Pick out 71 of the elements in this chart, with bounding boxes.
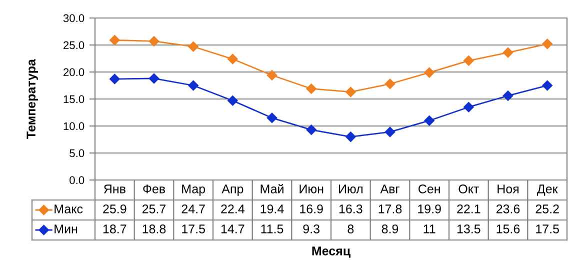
point — [148, 36, 160, 46]
point — [384, 78, 396, 89]
y-tick-label: 5.0 — [70, 149, 84, 158]
point — [148, 73, 160, 84]
data-label: 25.9 — [103, 204, 126, 214]
y-tick-label: 25.0 — [64, 41, 84, 50]
data-label: 13.5 — [457, 224, 480, 234]
point — [346, 86, 356, 98]
data-label: 14.7 — [221, 224, 244, 234]
data-label: 22.4 — [221, 204, 244, 214]
y-tick-label: 20.0 — [64, 68, 84, 76]
point — [542, 38, 552, 50]
data-label: 23.6 — [496, 204, 520, 214]
data-label: 11 — [424, 224, 436, 234]
data-label: 8 — [348, 224, 354, 234]
point — [346, 132, 356, 142]
data-label: 19.4 — [260, 204, 284, 214]
data-label: 17.5 — [182, 224, 205, 234]
y-tick-label: 10.0 — [64, 122, 84, 130]
data-label: 9.3 — [303, 224, 320, 234]
point — [306, 124, 316, 135]
y-tick-label: 0.0 — [70, 176, 84, 184]
data-label: 8.9 — [382, 224, 398, 234]
x-tick-label: Апр — [222, 184, 244, 196]
x-tick-label: Авг — [380, 184, 400, 194]
x-tick-label: Июн — [300, 184, 324, 194]
point — [188, 80, 198, 91]
data-label: 15.6 — [496, 224, 520, 234]
point — [228, 54, 238, 64]
point — [502, 90, 514, 101]
data-label: 11.5 — [261, 224, 284, 234]
point — [110, 35, 120, 46]
x-axis-title: Месяц — [312, 246, 350, 258]
x-tick-label: Янв — [104, 184, 126, 194]
legend-label: Макс — [54, 204, 83, 214]
x-tick-label: Мар — [182, 184, 206, 196]
point — [424, 67, 434, 78]
x-tick-label: Сен — [418, 184, 440, 194]
point — [228, 96, 238, 106]
data-label: 18.8 — [142, 224, 166, 234]
point — [542, 80, 552, 91]
point — [464, 56, 474, 66]
point — [502, 47, 514, 58]
x-tick-label: Фев — [143, 184, 166, 194]
data-label: 24.7 — [182, 204, 205, 214]
data-label: 19.9 — [418, 204, 441, 214]
y-tick-label: 30.0 — [63, 14, 84, 22]
x-tick-label: Окт — [458, 184, 479, 194]
y-tick-label: 15.0 — [64, 95, 84, 104]
point — [464, 102, 474, 112]
data-label: 17.5 — [536, 224, 559, 234]
data-label: 25.2 — [536, 204, 559, 214]
x-tick-label: Ноя — [498, 184, 519, 194]
data-label: 18.7 — [103, 224, 126, 234]
y-axis-title: Температура — [26, 58, 38, 139]
data-label: 17.8 — [378, 204, 402, 214]
point — [110, 74, 120, 84]
x-tick-label: Дек — [536, 184, 558, 196]
x-tick-label: Июл — [339, 184, 362, 194]
x-tick-label: Май — [260, 184, 284, 194]
point — [266, 70, 278, 80]
point — [306, 84, 316, 94]
point — [188, 42, 198, 52]
point — [266, 112, 278, 124]
legend-label: Мин — [54, 224, 78, 234]
data-label: 16.3 — [339, 204, 362, 214]
data-label: 16.9 — [300, 204, 323, 214]
data-label: 22.1 — [457, 204, 480, 214]
point — [424, 115, 434, 126]
data-label: 25.7 — [142, 204, 166, 214]
point — [384, 126, 396, 138]
